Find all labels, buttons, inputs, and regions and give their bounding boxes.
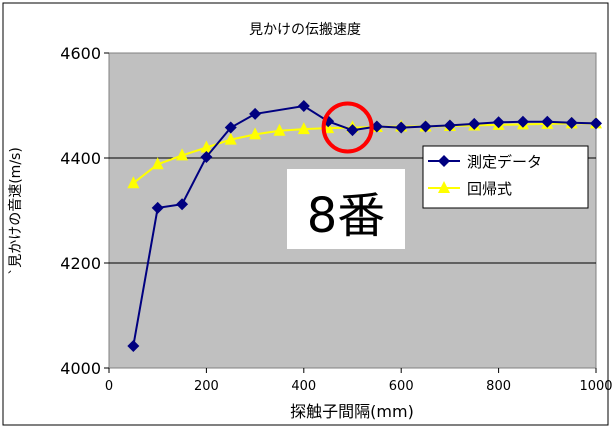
series-line (132, 122, 596, 184)
data-point (200, 140, 213, 153)
series-layer (127, 100, 602, 352)
x-tick-label: 1000 (579, 379, 612, 394)
label-box (287, 169, 405, 249)
data-point (516, 115, 529, 128)
legend-marker-regression (438, 181, 450, 193)
data-point (151, 201, 164, 214)
y-tick-labels: 4000 4200 4400 4600 (60, 44, 101, 378)
chart-title: 見かけの伝搬速度 (249, 22, 361, 38)
data-point (492, 116, 505, 129)
data-point (224, 121, 237, 134)
data-point (224, 132, 237, 145)
y-tick-label: 4400 (60, 149, 101, 168)
data-point (590, 117, 602, 130)
x-tick-labels: 0 200 400 600 800 1000 (105, 379, 612, 394)
legend-label-regression: 回帰式 (467, 180, 512, 198)
data-point (176, 198, 189, 211)
x-tick-label: 600 (389, 379, 414, 394)
data-point (297, 122, 310, 135)
data-point (346, 124, 359, 137)
x-tick-label: 800 (486, 379, 511, 394)
data-point (249, 107, 262, 120)
legend-label-measured: 測定データ (467, 153, 542, 171)
data-point (443, 119, 456, 132)
data-point (565, 116, 578, 129)
annotation-label: 8番 (307, 188, 386, 244)
highlight-circle (321, 101, 374, 154)
y-tick-label: 4000 (60, 359, 101, 378)
data-point (395, 121, 408, 134)
x-tick-label: 0 (105, 379, 113, 394)
data-point (151, 157, 164, 170)
data-point (273, 123, 286, 136)
x-tick-label: 400 (291, 379, 316, 394)
data-point (297, 100, 310, 113)
data-point (541, 115, 554, 128)
data-point (127, 339, 140, 352)
data-point (176, 148, 189, 161)
legend-box (422, 145, 589, 209)
data-point (468, 117, 481, 130)
y-tick-label: 4200 (60, 254, 101, 273)
axes (104, 52, 597, 373)
x-axis-label: 探触子間隔(mm) (290, 402, 414, 421)
data-point (249, 127, 262, 140)
y-tick-label: 4600 (60, 44, 101, 63)
data-point (127, 176, 140, 189)
x-tick-label: 200 (194, 379, 219, 394)
legend-marker-measured (438, 155, 450, 167)
data-point (370, 120, 383, 133)
data-point (200, 150, 213, 163)
data-point (419, 120, 432, 133)
legend: 測定データ 回帰式 (422, 145, 589, 209)
y-axis-label: `見かけの音速(m/s) (7, 147, 24, 275)
